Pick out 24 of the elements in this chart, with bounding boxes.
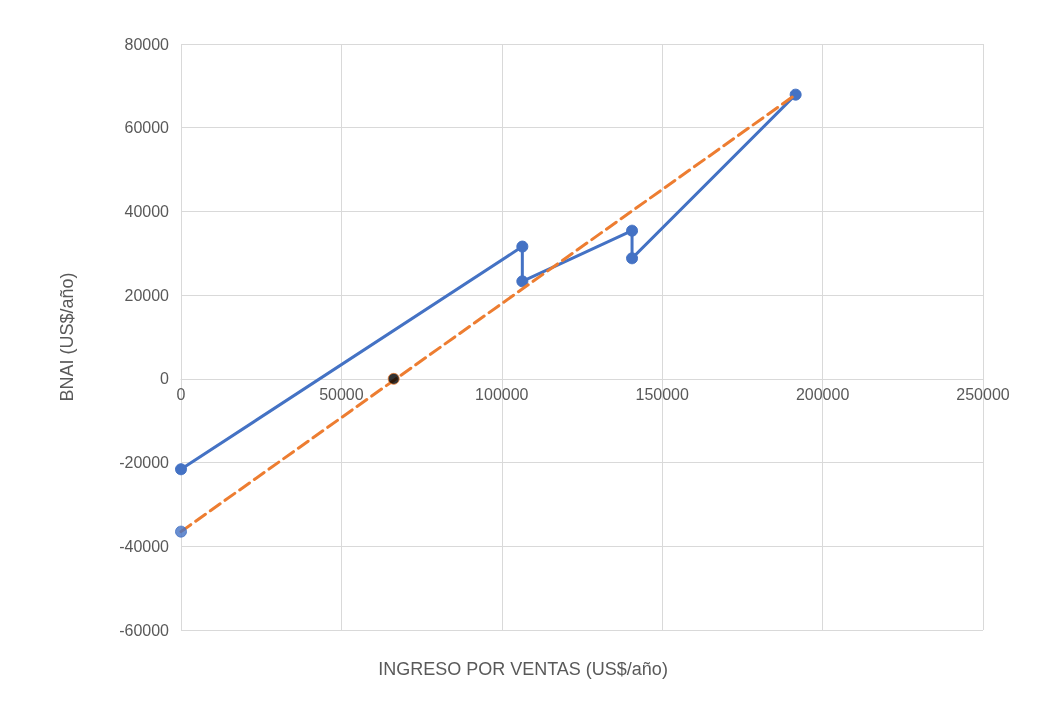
- y-tick-label: 60000: [124, 119, 170, 137]
- y-tick-label: -60000: [119, 621, 170, 639]
- x-tick-label: 250000: [956, 386, 1010, 404]
- y-tick-label: -40000: [119, 537, 170, 555]
- point: [789, 88, 802, 101]
- point: [626, 252, 639, 265]
- x-tick-label: 200000: [795, 386, 850, 404]
- x-tick-label: 150000: [635, 386, 689, 404]
- x-axis-title: INGRESO POR VENTAS (US$/año): [378, 659, 668, 679]
- y-tick-label: 80000: [124, 35, 170, 53]
- point: [175, 525, 187, 538]
- x-tick-label: 100000: [475, 386, 529, 404]
- point: [175, 463, 187, 476]
- point: [516, 240, 529, 253]
- point: [516, 275, 529, 288]
- y-tick-label: 20000: [124, 286, 170, 304]
- point: [626, 224, 639, 237]
- point: [387, 372, 400, 385]
- y-tick-label: 0: [160, 370, 170, 388]
- x-tick-label: 50000: [319, 386, 364, 404]
- y-axis-title: BNAI (US$/año): [57, 272, 77, 402]
- y-tick-label: 40000: [124, 202, 170, 220]
- y-tick-label: -20000: [119, 454, 170, 472]
- x-tick-label: 0: [176, 386, 186, 404]
